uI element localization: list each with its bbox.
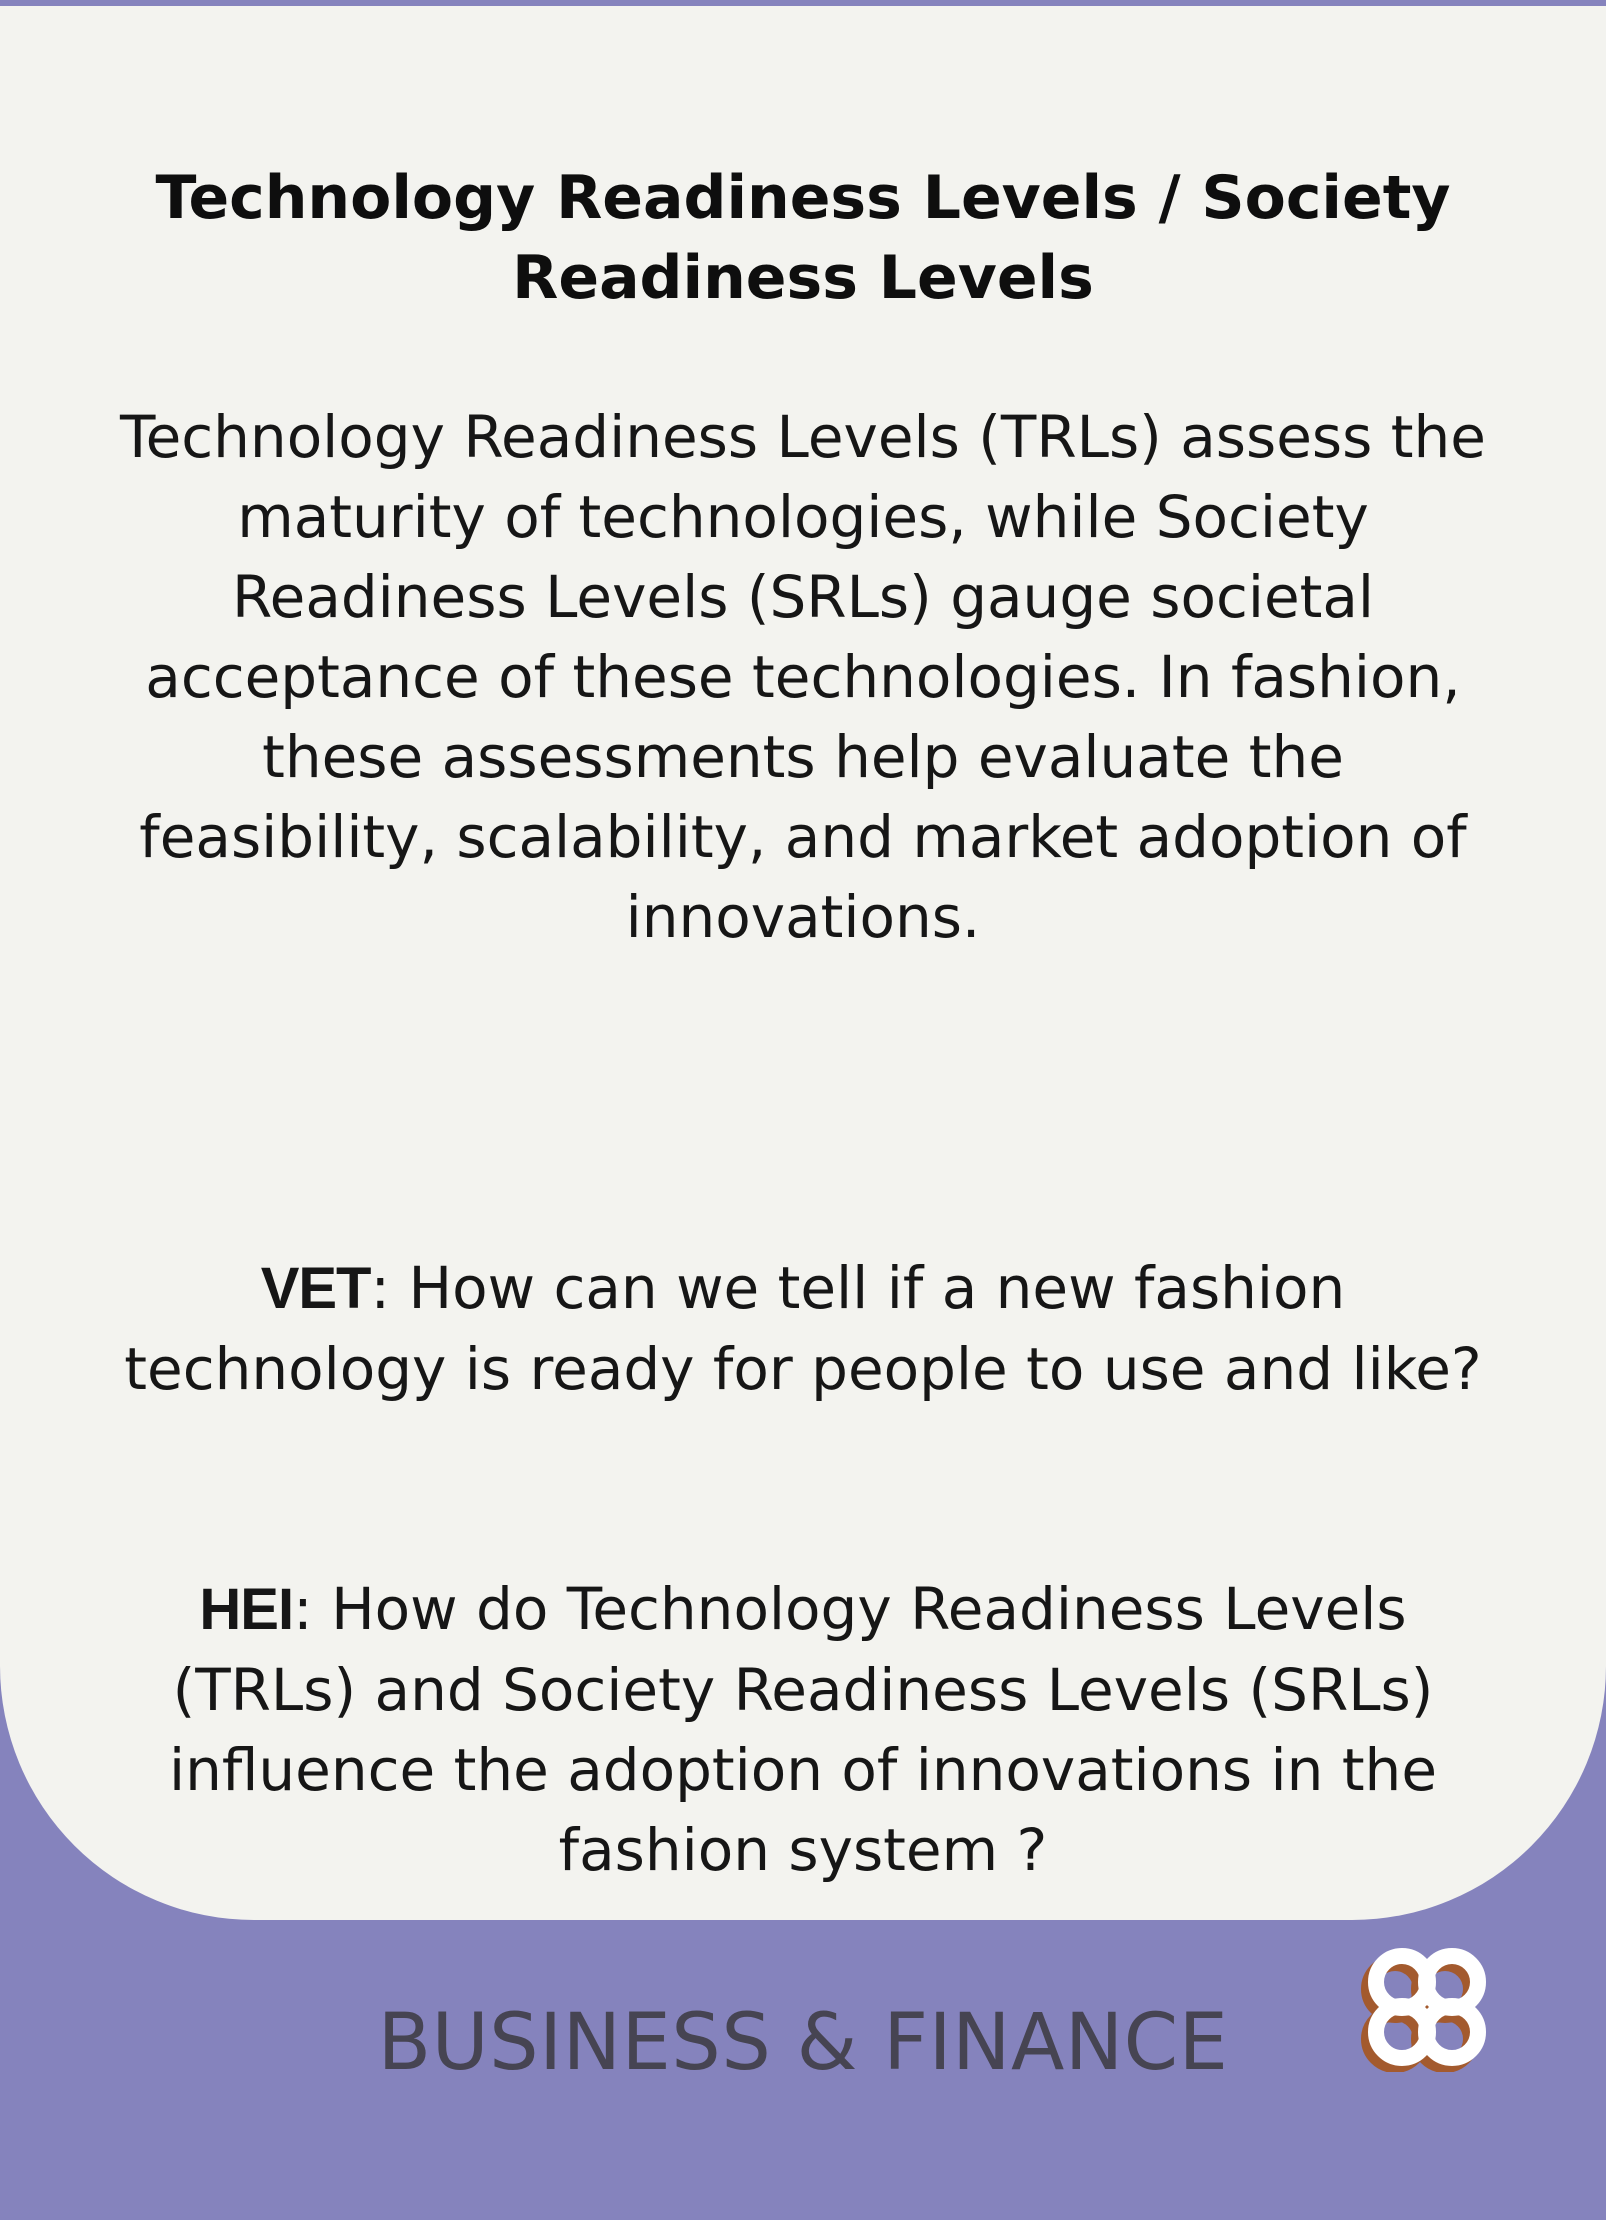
vet-label: VET xyxy=(260,1256,372,1321)
quatrefoil-logo-icon xyxy=(1361,1948,1486,2072)
card-description: Technology Readiness Levels (TRLs) asses… xyxy=(120,403,1486,951)
hei-label: HEI xyxy=(199,1577,294,1642)
vet-question-text: : How can we tell if a new fashion techn… xyxy=(124,1254,1482,1403)
content-card: Technology Readiness Levels / Society Re… xyxy=(0,6,1606,1920)
card-title: Technology Readiness Levels / Society Re… xyxy=(155,163,1451,313)
category-label: BUSINESS & FINANCE xyxy=(377,1998,1229,2088)
vet-question: VET: How can we tell if a new fashion te… xyxy=(120,1248,1486,1409)
hei-question: HEI: How do Technology Readiness Levels … xyxy=(120,1569,1486,1890)
hei-question-text: : How do Technology Readiness Levels (TR… xyxy=(168,1575,1437,1884)
